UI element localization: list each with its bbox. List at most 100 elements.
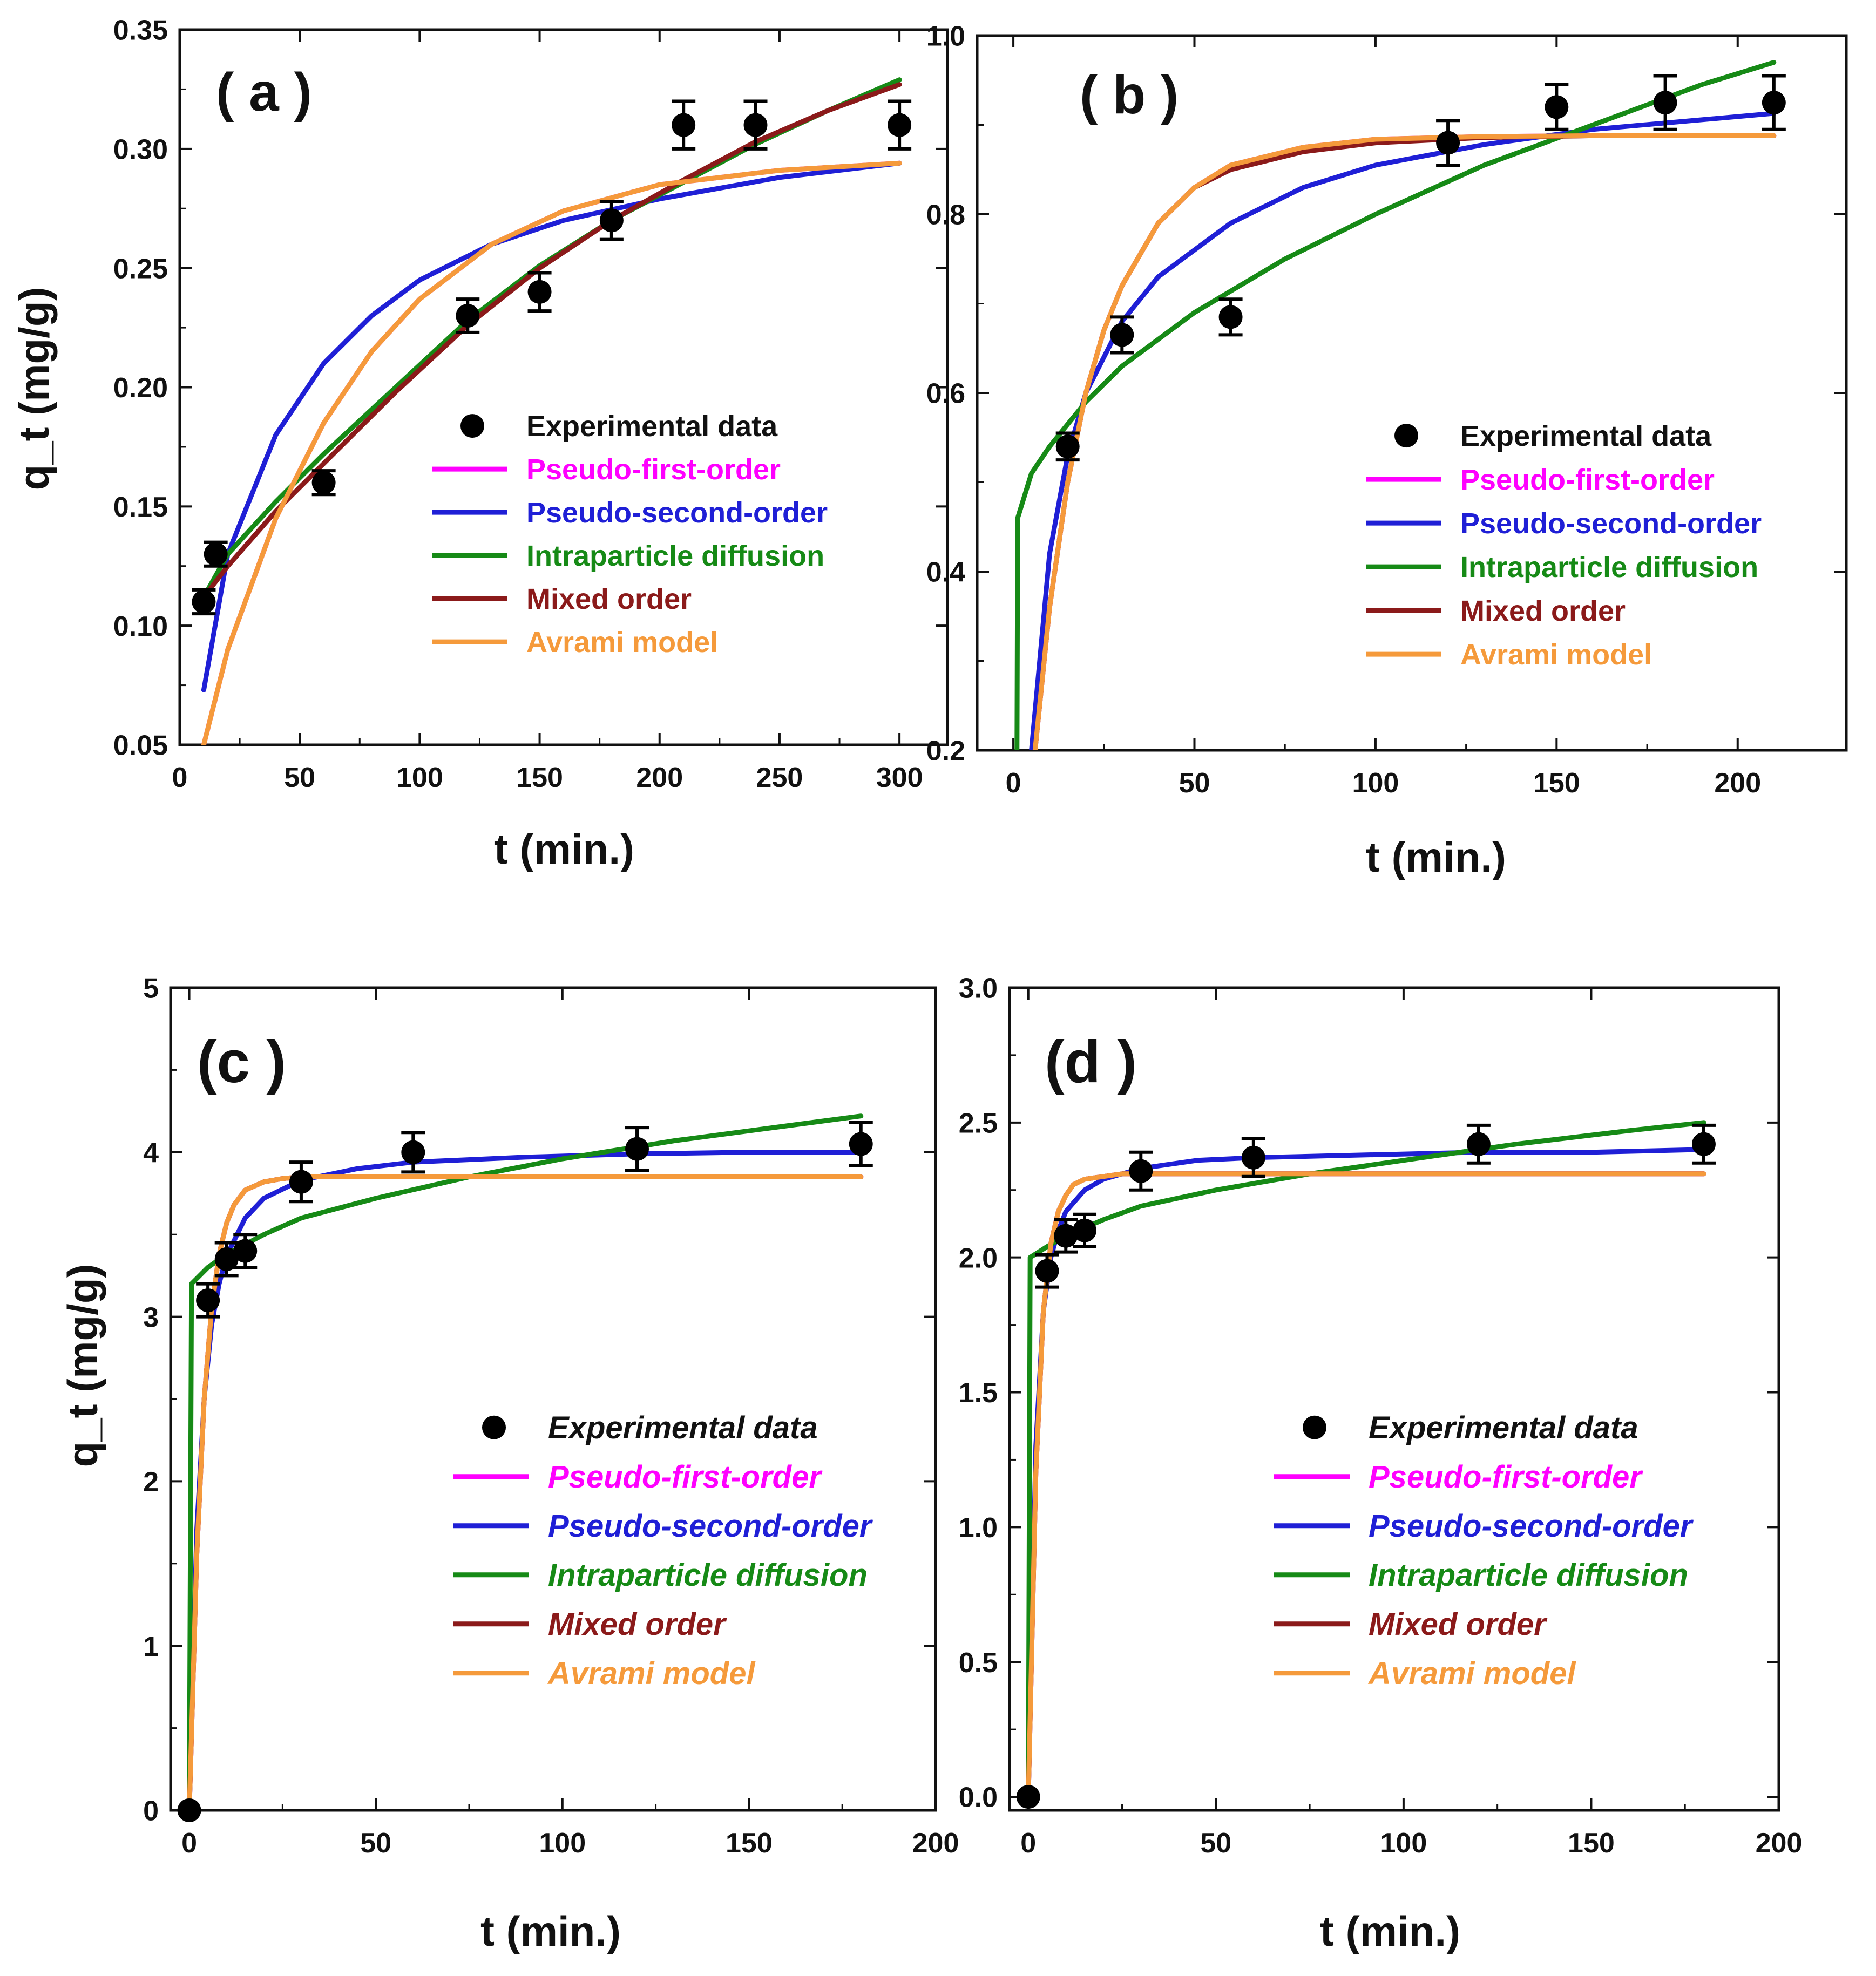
y-tick-label: 0.5 (959, 1647, 998, 1679)
data-point (177, 1798, 201, 1822)
legend-marker (1303, 1415, 1326, 1439)
x-tick-label: 50 (360, 1828, 391, 1859)
data-point (1653, 91, 1677, 115)
legend: Experimental data Pseudo-first-order Pseud… (1366, 420, 1762, 671)
curve-avrami-model (1032, 133, 1777, 750)
y-tick-label: 0.35 (113, 15, 168, 46)
legend-label: Pseudo-second-order (526, 497, 828, 529)
data-point (1129, 1159, 1153, 1183)
x-tick-label: 200 (636, 762, 683, 793)
experimental-points (192, 99, 912, 616)
legend-label: Avrami model (547, 1656, 756, 1691)
legend-label: Experimental data (1369, 1410, 1638, 1445)
curve-pseudo-second-order (1029, 111, 1777, 750)
panel-label: ( a ) (216, 62, 312, 123)
legend-marker (482, 1415, 506, 1439)
legend-label: Pseudo-second-order (1369, 1509, 1694, 1544)
y-tick-label: 1.0 (959, 1512, 998, 1544)
x-tick-label: 250 (756, 762, 803, 793)
data-point (1762, 91, 1786, 115)
legend-label: Pseudo-second-order (1460, 507, 1762, 540)
legend-label: Mixed order (1369, 1607, 1548, 1642)
experimental-points (1016, 1123, 1716, 1809)
curve-intraparticle-diffusion (1026, 1120, 1706, 1800)
legend: Experimental data Pseudo-first-order Pseud… (432, 410, 828, 658)
data-point (1035, 1259, 1059, 1283)
experimental-points (1055, 74, 1786, 462)
x-tick-label: 200 (1756, 1828, 1803, 1859)
y-tick-label: 3.0 (959, 973, 998, 1004)
legend-label: Mixed order (526, 583, 692, 615)
data-point (196, 1288, 220, 1313)
x-tick-label: 100 (396, 762, 443, 793)
data-point (1016, 1785, 1040, 1809)
y-tick-label: 0.05 (113, 730, 168, 762)
legend-marker (460, 414, 484, 438)
x-tick-label: 50 (1179, 768, 1210, 799)
y-tick-label: 0.0 (959, 1782, 998, 1814)
legend-label: Experimental data (548, 1410, 818, 1445)
panel-d: 0 50 100 150 200 0.0 0.5 1.0 1.5 2.0 2.5 3.0 t (min.… (959, 973, 1803, 1955)
legend-label: Pseudo-first-order (1369, 1459, 1643, 1495)
legend-label: Pseudo-first-order (548, 1459, 823, 1495)
panel-c: 0 50 100 150 200 0 1 2 3 4 5 t (min.) q_t (mg/g) (c )… (59, 973, 959, 1955)
model-curves (1014, 60, 1777, 750)
data-point (1691, 1132, 1716, 1156)
x-tick-label: 150 (726, 1828, 773, 1859)
data-point (1545, 95, 1569, 119)
x-tick-label: 0 (172, 762, 188, 793)
curve-avrami-model (201, 160, 902, 745)
x-axis-title: t (min.) (494, 825, 634, 873)
data-point (289, 1170, 313, 1194)
legend-label: Experimental data (1460, 420, 1712, 452)
y-tick-label: 2.5 (959, 1108, 998, 1139)
legend-label: Pseudo-first-order (526, 453, 781, 486)
plot-frame (1008, 986, 1780, 1812)
y-tick-label: 0.4 (926, 557, 965, 588)
y-tick-label: 2.0 (959, 1242, 998, 1274)
x-tick-label: 50 (1200, 1828, 1231, 1859)
data-point (233, 1239, 258, 1263)
data-point (888, 113, 912, 137)
y-tick-label: 0.10 (113, 611, 168, 642)
legend: Experimental data Pseudo-first-order Pseud… (1274, 1410, 1694, 1691)
legend-label: Intraparticle diffusion (526, 540, 824, 572)
legend-label: Avrami model (1460, 639, 1652, 671)
y-tick-label: 4 (143, 1138, 159, 1169)
legend-label: Intraparticle diffusion (548, 1558, 868, 1593)
y-tick-label: 0.20 (113, 372, 168, 404)
data-point (527, 280, 552, 304)
y-tick-label: 0 (143, 1796, 159, 1827)
x-tick-label: 0 (181, 1828, 197, 1859)
legend-label: Intraparticle diffusion (1460, 551, 1758, 583)
x-tick-label: 0 (1020, 1828, 1036, 1859)
legend-label: Avrami model (526, 626, 718, 658)
y-tick-label: 5 (143, 973, 159, 1004)
y-tick-label: 0.15 (113, 492, 168, 523)
x-tick-label: 50 (284, 762, 315, 793)
data-point (214, 1247, 239, 1271)
x-tick-label: 200 (1714, 768, 1761, 799)
data-point (1055, 434, 1080, 459)
y-tick-label: 0.6 (926, 378, 965, 410)
y-tick-label: 1.5 (959, 1377, 998, 1409)
legend-label: Mixed order (1460, 595, 1626, 627)
data-point (1218, 305, 1243, 329)
curve-intraparticle-diffusion (187, 1113, 864, 1810)
y-axis-title: q_t (mg/g) (59, 1264, 106, 1468)
x-tick-label: 0 (1006, 768, 1021, 799)
y-tick-label: 3 (143, 1302, 159, 1333)
x-tick-label: 200 (912, 1828, 959, 1859)
data-point (1054, 1224, 1078, 1248)
data-point (1466, 1132, 1491, 1156)
y-tick-label: 1.0 (926, 21, 965, 52)
x-tick-label: 300 (876, 762, 923, 793)
y-tick-label: 0.25 (113, 253, 168, 284)
y-tick-label: 0.2 (926, 736, 965, 767)
data-point (192, 590, 216, 614)
model-curves (201, 77, 902, 745)
x-tick-label: 150 (516, 762, 563, 793)
x-axis-title: t (min.) (480, 1907, 621, 1955)
data-point (456, 304, 480, 328)
